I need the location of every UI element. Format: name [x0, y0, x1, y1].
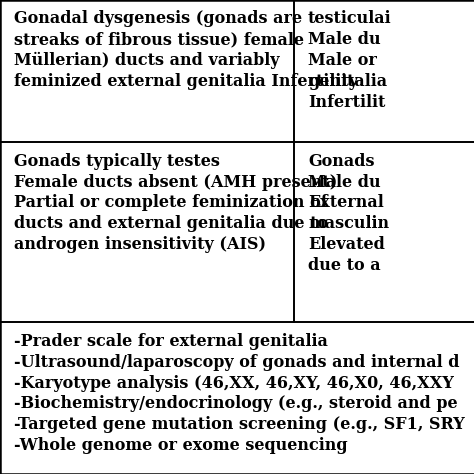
Text: Gonads typically testes
Female ducts absent (AMH present)
Partial or complete fe: Gonads typically testes Female ducts abs…	[14, 153, 337, 253]
Text: Gonads
Male du
External
masculin
Elevated
due to a: Gonads Male du External masculin Elevate…	[308, 153, 389, 274]
Text: -Prader scale for external genitalia
-Ultrasound/laparoscopy of gonads and inter: -Prader scale for external genitalia -Ul…	[14, 333, 465, 454]
Text: Gonadal dysgenesis (gonads are
streaks of fibrous tissue) female
Müllerian) duct: Gonadal dysgenesis (gonads are streaks o…	[14, 10, 358, 91]
Text: testiculai
Male du
Male or
genitalia
Infertilit: testiculai Male du Male or genitalia Inf…	[308, 10, 392, 111]
